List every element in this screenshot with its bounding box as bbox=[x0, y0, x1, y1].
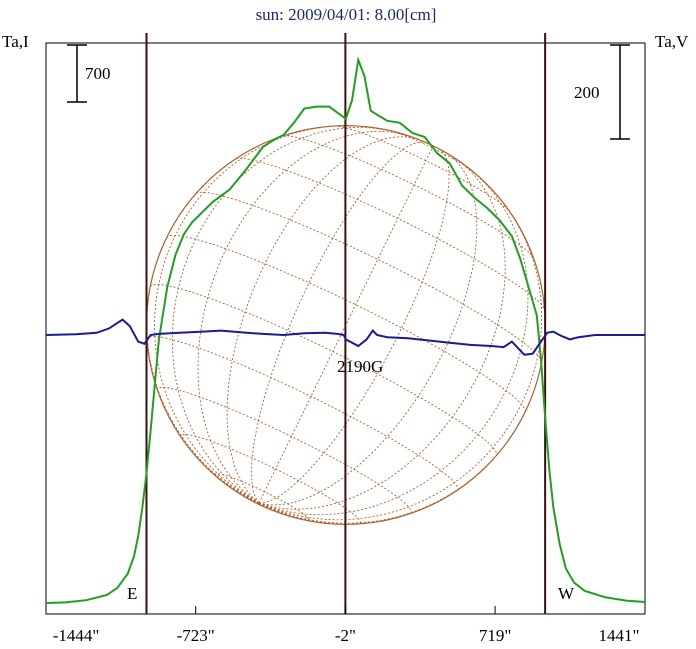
chart-title: sun: 2009/04/01: 8.00[cm] bbox=[256, 5, 437, 24]
east-label: E bbox=[127, 584, 137, 603]
grid-line bbox=[258, 502, 264, 507]
grid-line bbox=[201, 462, 260, 504]
right-scale-bar: 200 bbox=[574, 44, 630, 140]
right-scale-bar-label: 200 bbox=[574, 83, 600, 102]
grid-line bbox=[258, 160, 506, 510]
left-scale-bar-label: 700 bbox=[85, 64, 111, 83]
x-axis-ticks: -1444" -723" -2" 719" 1441" bbox=[45, 606, 646, 645]
grid-line bbox=[197, 130, 406, 504]
x-tick-label: 719" bbox=[479, 626, 511, 645]
grid-line bbox=[171, 126, 391, 504]
left-scale-bar: 700 bbox=[67, 44, 111, 103]
grid-line bbox=[389, 130, 473, 172]
grid-line bbox=[251, 141, 426, 504]
grid-line bbox=[149, 283, 498, 456]
grid-line bbox=[258, 169, 529, 516]
grid-line bbox=[258, 502, 326, 524]
grid-line bbox=[258, 149, 450, 504]
grid-line bbox=[180, 433, 361, 525]
right-axis-label: Ta,V bbox=[655, 32, 689, 51]
west-label: W bbox=[558, 584, 575, 603]
grid-line bbox=[258, 502, 260, 505]
grid-line bbox=[146, 335, 459, 491]
left-axis-label: Ta,I bbox=[2, 32, 29, 51]
grid-line bbox=[258, 412, 526, 524]
grid-line bbox=[283, 135, 534, 259]
x-tick-label: -1444" bbox=[53, 626, 100, 645]
grid-line bbox=[154, 125, 356, 504]
grid-line bbox=[258, 194, 543, 521]
grid-line bbox=[226, 136, 420, 504]
x-tick-label: -2" bbox=[335, 626, 356, 645]
grid-line bbox=[146, 237, 260, 504]
grid-line bbox=[258, 145, 434, 504]
grid-line bbox=[258, 152, 478, 506]
intensity-series-line bbox=[45, 56, 646, 604]
annotation-label: 2190G bbox=[337, 357, 383, 376]
polarization-series-line bbox=[45, 318, 645, 356]
grid-line bbox=[157, 386, 412, 515]
grid-line bbox=[235, 157, 545, 310]
x-tick-label: 1441" bbox=[599, 626, 640, 645]
grid-line bbox=[334, 125, 510, 212]
x-tick-label: -723" bbox=[177, 626, 215, 645]
